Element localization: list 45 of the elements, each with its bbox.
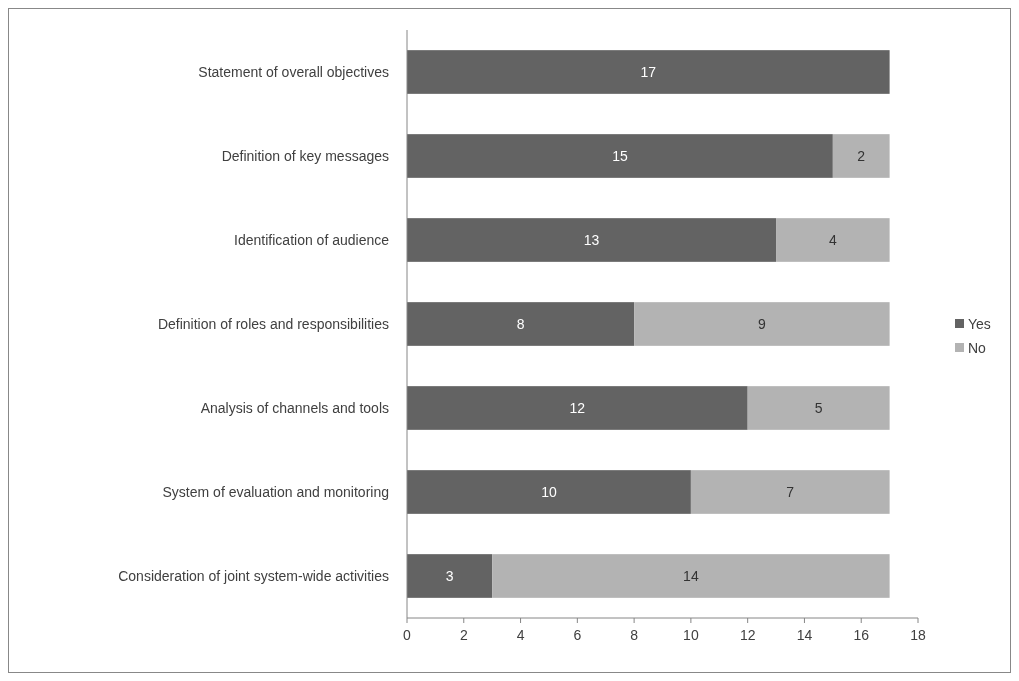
bar	[832, 134, 890, 178]
data-label: 7	[786, 483, 795, 500]
y-tick-label: Statement of overall objectives	[198, 63, 389, 80]
x-tick-label: 12	[739, 627, 756, 643]
bar	[492, 554, 890, 598]
legend-label: No	[968, 339, 987, 356]
data-label: 3	[445, 567, 454, 584]
bar	[690, 470, 890, 514]
x-tick-label: 8	[630, 627, 639, 643]
bar	[407, 302, 635, 346]
bar	[634, 302, 890, 346]
x-tick-label: 0	[403, 627, 412, 643]
data-label: 10	[541, 483, 557, 500]
x-tick-label: 10	[683, 627, 699, 643]
data-label: 13	[583, 231, 600, 248]
y-tick-label: Consideration of joint system-wide activities	[118, 567, 389, 584]
x-tick-label: 6	[573, 627, 582, 643]
y-tick-label: Identification of audience	[234, 231, 390, 248]
bar	[407, 50, 890, 94]
data-label: 12	[569, 399, 586, 416]
data-label: 5	[814, 399, 823, 416]
y-tick-label: Definition of key messages	[221, 147, 389, 164]
data-label: 15	[612, 147, 628, 164]
bar	[407, 134, 833, 178]
y-tick-label: System of evaluation and monitoring	[162, 483, 389, 500]
y-tick-label: Definition of roles and responsibilities	[157, 315, 389, 332]
data-label: 4	[828, 231, 837, 248]
bar	[407, 554, 493, 598]
x-tick-label: 18	[910, 627, 926, 643]
data-label: 2	[857, 147, 866, 164]
data-label: 14	[683, 567, 699, 584]
y-tick-label: Analysis of channels and tools	[200, 399, 389, 416]
bar	[776, 218, 890, 262]
data-label: 17	[640, 63, 657, 80]
bar	[407, 386, 748, 430]
x-tick-label: 16	[853, 627, 870, 643]
x-tick-label: 2	[459, 627, 468, 643]
bar	[407, 470, 691, 514]
bar	[407, 218, 777, 262]
legend-label: Yes	[968, 315, 991, 332]
x-tick-label: 14	[796, 627, 813, 643]
data-label: 8	[516, 315, 525, 332]
x-tick-label: 4	[516, 627, 525, 643]
bar	[747, 386, 890, 430]
data-label: 9	[757, 315, 766, 332]
